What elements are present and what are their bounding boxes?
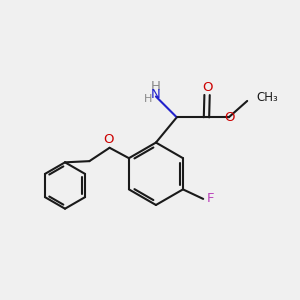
- Text: O: O: [202, 81, 212, 94]
- Text: O: O: [103, 133, 113, 146]
- Text: N: N: [151, 88, 161, 100]
- Text: CH₃: CH₃: [256, 91, 278, 104]
- Text: F: F: [207, 192, 214, 206]
- Text: H: H: [151, 80, 161, 94]
- Text: O: O: [224, 111, 235, 124]
- Text: H: H: [143, 94, 152, 104]
